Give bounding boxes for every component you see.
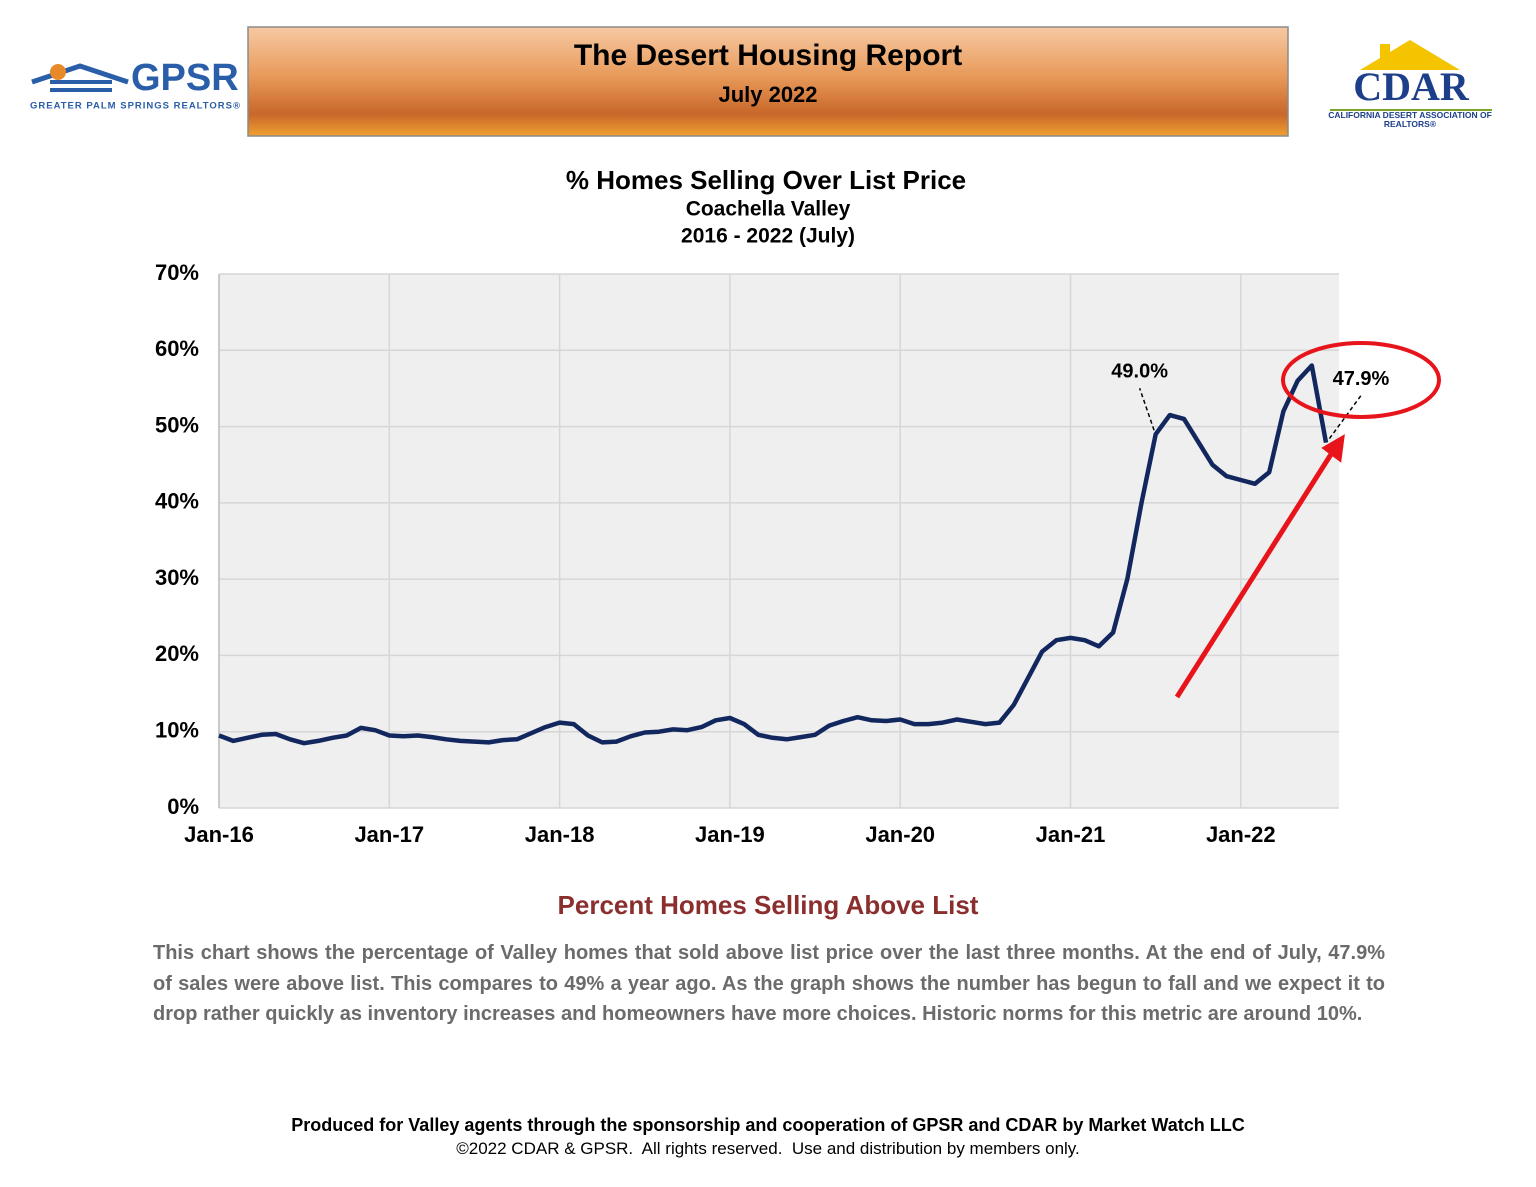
data-label: 49.0% (1111, 360, 1168, 382)
x-tick-label: Jan-22 (1206, 822, 1276, 847)
cdar-logo: CDAR CALIFORNIA DESERT ASSOCIATION OF RE… (1328, 40, 1492, 129)
highlight-circle (1281, 341, 1441, 419)
y-tick-label: 50% (155, 412, 199, 437)
header-title: The Desert Housing Report (574, 39, 962, 72)
y-tick-label: 10% (155, 718, 199, 743)
chart-title: % Homes Selling Over List Price (566, 165, 966, 195)
leader-line (1328, 395, 1362, 440)
footer-line2: ©2022 CDAR & GPSR. All rights reserved. … (456, 1139, 1080, 1158)
x-tick-label: Jan-17 (354, 822, 424, 847)
y-tick-label: 30% (155, 565, 199, 590)
leader-line (1138, 387, 1155, 431)
y-tick-label: 40% (155, 489, 199, 514)
x-tick-label: Jan-19 (695, 822, 765, 847)
plot-area (219, 274, 1339, 808)
arrow-head (1321, 434, 1345, 463)
x-tick-label: Jan-20 (865, 822, 935, 847)
gpsr-logo: GPSR GREATER PALM SPRINGS REALTORS® (30, 57, 241, 112)
y-tick-label: 70% (155, 260, 199, 285)
header-subtitle: July 2022 (718, 82, 817, 107)
x-tick-label: Jan-16 (184, 822, 254, 847)
cdar-tagline: CALIFORNIA DESERT ASSOCIATION OF REALTOR… (1328, 111, 1492, 129)
data-line (218, 363, 1329, 746)
y-tick-label: 20% (155, 641, 199, 666)
description: This chart shows the percentage of Valle… (153, 942, 1385, 1025)
section-title: Percent Homes Selling Above List (557, 890, 979, 920)
header-box (247, 26, 1289, 137)
x-tick-label: Jan-18 (525, 822, 595, 847)
gpsr-tagline: GREATER PALM SPRINGS REALTORS® (30, 101, 241, 112)
y-tick-label: 60% (155, 336, 199, 361)
data-label: 47.9% (1333, 368, 1390, 390)
cdar-name: CDAR (1353, 64, 1470, 109)
x-tick-label: Jan-21 (1036, 822, 1106, 847)
chart-subtitle: Coachella Valley (686, 198, 851, 221)
footer-line1: Produced for Valley agents through the s… (291, 1115, 1245, 1135)
gpsr-name: GPSR (131, 57, 239, 99)
chart-period: 2016 - 2022 (July) (681, 225, 855, 248)
y-tick-label: 0% (167, 794, 199, 819)
arrow-shaft (1174, 446, 1338, 699)
